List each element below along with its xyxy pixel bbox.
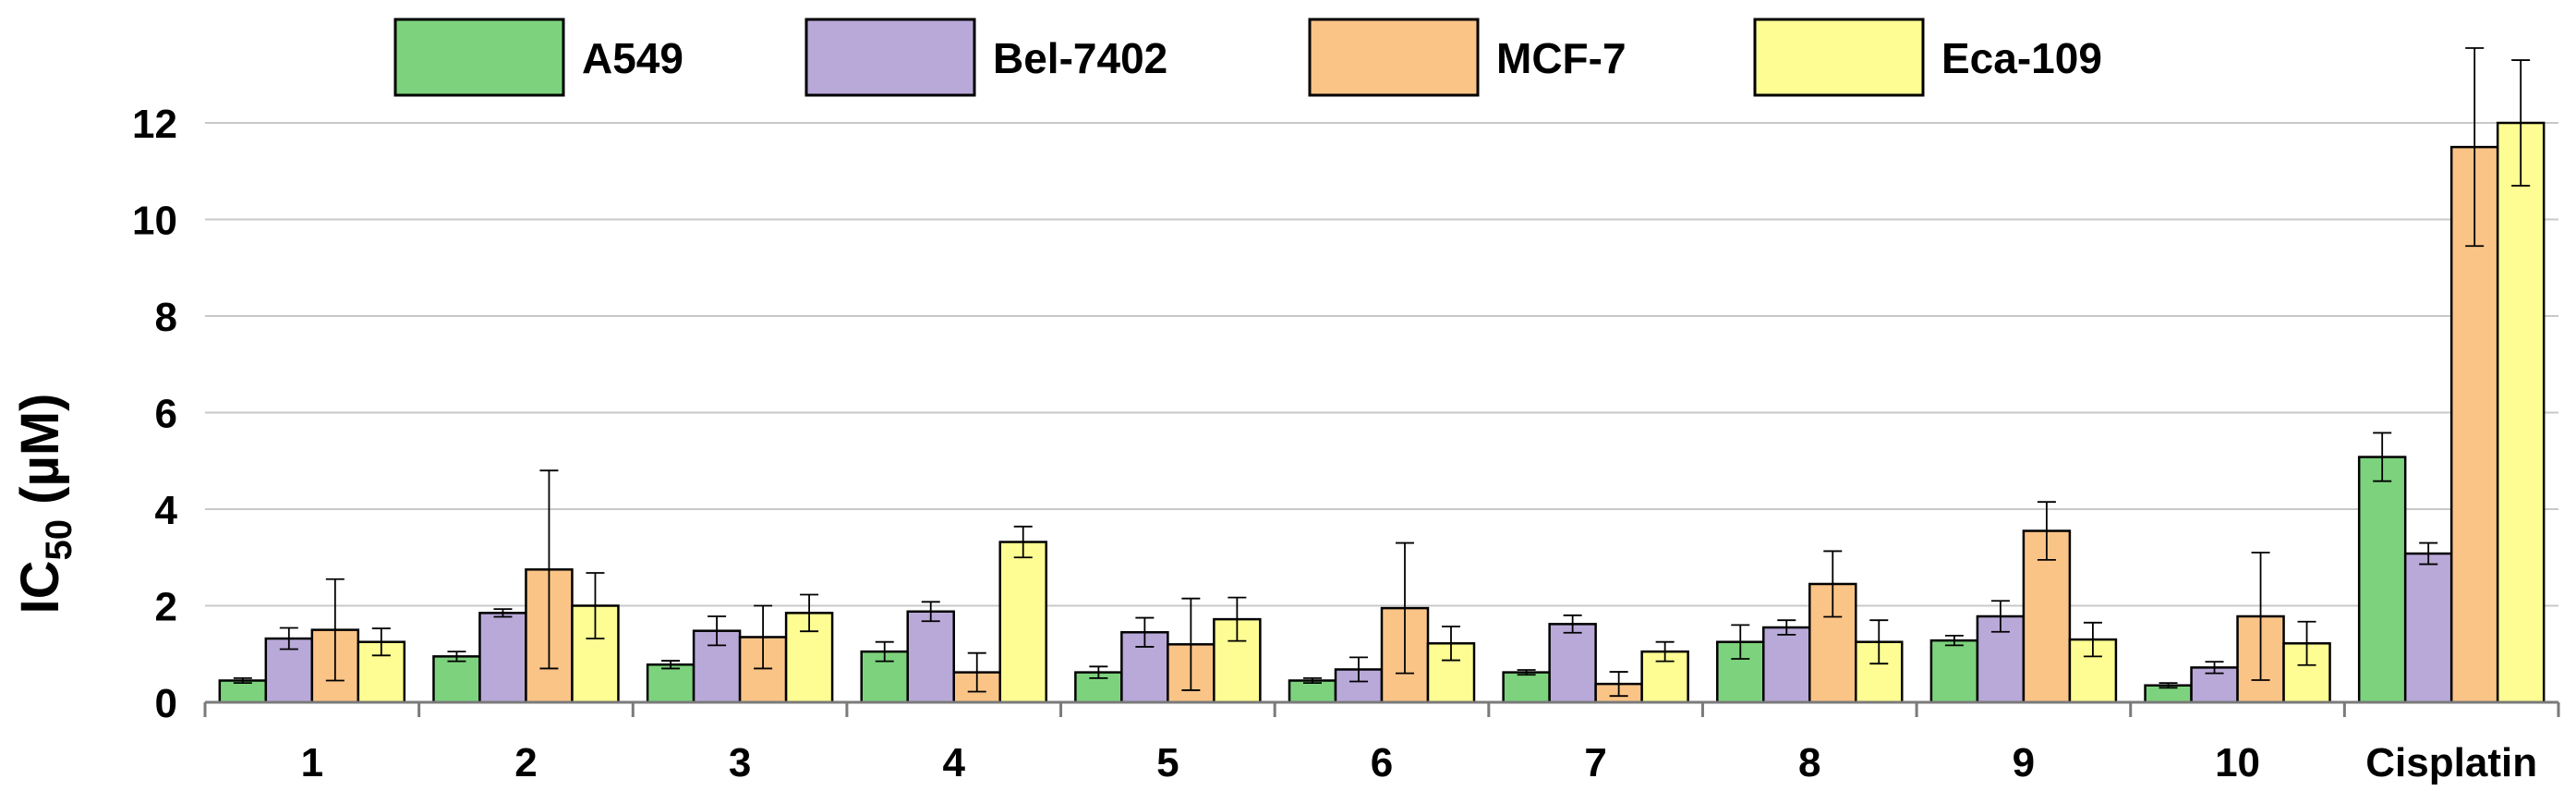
x-category-label: 2 bbox=[514, 740, 537, 785]
x-category-label: 8 bbox=[1798, 740, 1820, 785]
error-bar bbox=[325, 578, 345, 682]
legend-item-a549: A549 bbox=[393, 18, 683, 97]
error-bar bbox=[1655, 640, 1675, 663]
bar-a549-2 bbox=[432, 655, 481, 704]
error-bar bbox=[1869, 619, 1889, 665]
bar-bel-7402-8 bbox=[1762, 626, 1811, 704]
error-bar bbox=[493, 608, 513, 618]
y-axis-title: IC50 (µM) bbox=[10, 394, 79, 614]
y-tick-label: 0 bbox=[155, 681, 177, 726]
y-axis-title-subscript: 50 bbox=[39, 519, 79, 561]
error-bar bbox=[1563, 614, 1582, 634]
legend-swatch bbox=[804, 18, 976, 97]
y-axis-title-unit: (µM) bbox=[10, 394, 70, 519]
error-bar bbox=[1944, 634, 1964, 647]
y-tick-label: 8 bbox=[155, 295, 177, 340]
error-bar bbox=[1777, 619, 1796, 636]
error-bar bbox=[2373, 432, 2392, 482]
error-bar bbox=[233, 676, 252, 684]
legend-label: Eca-109 bbox=[1941, 34, 2102, 82]
error-bar bbox=[754, 604, 773, 670]
bar-bel-7402-cisplatin bbox=[2403, 552, 2453, 704]
legend-item-mcf-7: MCF-7 bbox=[1308, 18, 1627, 97]
bar-eca-109-cisplatin bbox=[2496, 121, 2546, 704]
error-bar bbox=[586, 572, 605, 639]
error-bar bbox=[921, 601, 940, 623]
y-tick-label: 12 bbox=[132, 102, 177, 147]
legend-swatch bbox=[393, 18, 565, 97]
error-bar bbox=[1228, 596, 1247, 642]
error-bar bbox=[1303, 676, 1322, 684]
error-bar bbox=[1609, 671, 1628, 698]
bar-a549-9 bbox=[1929, 639, 1979, 704]
error-bar bbox=[2083, 621, 2102, 658]
bar-eca-109-4 bbox=[998, 541, 1047, 704]
error-bar bbox=[1089, 665, 1108, 679]
error-bar bbox=[1823, 550, 1843, 618]
legend-label: A549 bbox=[582, 34, 683, 82]
x-category-label: 6 bbox=[1371, 740, 1393, 785]
error-bar bbox=[1517, 669, 1536, 676]
error-bar bbox=[2205, 661, 2224, 675]
error-bar bbox=[875, 640, 894, 663]
y-tick-label: 6 bbox=[155, 392, 177, 437]
error-bar bbox=[2037, 501, 2056, 561]
error-bar bbox=[2465, 47, 2485, 248]
x-category-label: 7 bbox=[1584, 740, 1606, 785]
error-bar bbox=[1731, 624, 1750, 660]
error-bar bbox=[1013, 525, 1033, 559]
error-bar bbox=[1135, 616, 1155, 648]
legend-item-eca-109: Eca-109 bbox=[1753, 18, 2102, 97]
legend: A549 Bel-7402 MCF-7 Eca-109 bbox=[393, 18, 2102, 97]
y-axis-title-main: IC bbox=[10, 560, 70, 614]
error-bar bbox=[2419, 541, 2438, 566]
bar-a549-3 bbox=[646, 663, 695, 704]
error-bar bbox=[1349, 656, 1368, 683]
bar-a549-7 bbox=[1502, 671, 1551, 704]
x-category-label: 9 bbox=[2013, 740, 2035, 785]
error-bar bbox=[447, 651, 466, 663]
error-bar bbox=[661, 660, 681, 670]
x-axis-category-labels: 1 2 3 4 5 6 7 8 9 10 Cisplatin bbox=[301, 740, 2538, 785]
bar-bel-7402-4 bbox=[906, 610, 955, 704]
bar-a549-1 bbox=[218, 679, 268, 704]
legend-label: Bel-7402 bbox=[993, 34, 1167, 82]
error-bar bbox=[2159, 682, 2178, 689]
x-category-label: 4 bbox=[942, 740, 965, 785]
x-category-label: 10 bbox=[2215, 740, 2260, 785]
y-tick-label: 10 bbox=[132, 199, 177, 244]
error-bar bbox=[707, 615, 727, 647]
legend-label: MCF-7 bbox=[1496, 34, 1627, 82]
y-axis-ticks: 0 2 4 6 8 10 12 bbox=[132, 102, 177, 726]
error-bar bbox=[967, 651, 986, 693]
error-bar bbox=[1442, 626, 1460, 662]
error-bar bbox=[539, 469, 559, 670]
error-bar bbox=[2511, 59, 2531, 187]
x-category-label: 3 bbox=[729, 740, 751, 785]
error-bar bbox=[1181, 597, 1201, 691]
legend-swatch bbox=[1308, 18, 1480, 97]
error-bar bbox=[2251, 552, 2270, 681]
bar-bel-7402-2 bbox=[478, 612, 527, 704]
error-bar bbox=[1396, 541, 1414, 675]
error-bar bbox=[2297, 620, 2316, 666]
x-category-label: 1 bbox=[301, 740, 323, 785]
x-category-label: Cisplatin bbox=[2365, 740, 2537, 785]
gridlines bbox=[205, 122, 2558, 607]
y-tick-label: 2 bbox=[155, 585, 177, 630]
error-bar bbox=[279, 627, 298, 651]
legend-swatch bbox=[1753, 18, 1925, 97]
x-category-label: 5 bbox=[1156, 740, 1179, 785]
bar-a549-cisplatin bbox=[2357, 456, 2407, 704]
error-bar bbox=[800, 593, 819, 633]
error-bars bbox=[233, 47, 2531, 698]
error-bar bbox=[1990, 600, 2010, 633]
bar-a549-6 bbox=[1288, 679, 1337, 704]
x-axis bbox=[203, 700, 2560, 717]
y-tick-label: 4 bbox=[155, 488, 178, 533]
bar-bel-7402-7 bbox=[1548, 623, 1597, 704]
error-bar bbox=[371, 627, 391, 657]
legend-item-bel-7402: Bel-7402 bbox=[804, 18, 1167, 97]
